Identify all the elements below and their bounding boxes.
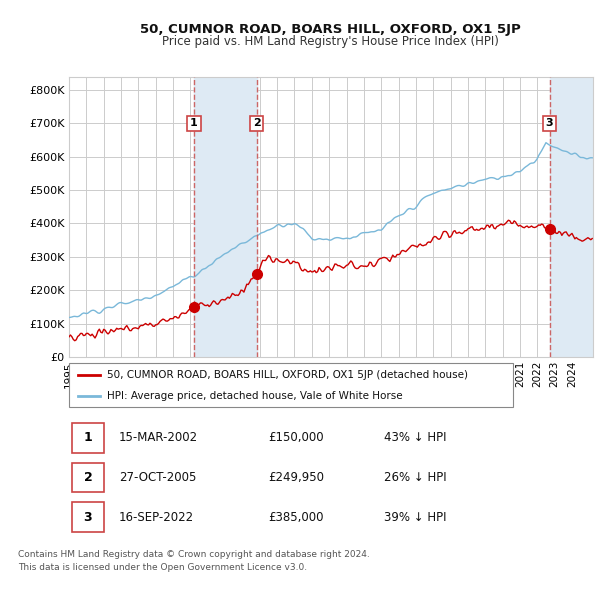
- FancyBboxPatch shape: [71, 423, 104, 453]
- Text: 27-OCT-2005: 27-OCT-2005: [119, 471, 196, 484]
- Text: 39% ↓ HPI: 39% ↓ HPI: [384, 510, 446, 523]
- Text: 3: 3: [546, 119, 553, 129]
- Text: HPI: Average price, detached house, Vale of White Horse: HPI: Average price, detached house, Vale…: [107, 391, 403, 401]
- FancyBboxPatch shape: [71, 502, 104, 532]
- Text: 15-MAR-2002: 15-MAR-2002: [119, 431, 198, 444]
- Text: 16-SEP-2022: 16-SEP-2022: [119, 510, 194, 523]
- Text: Contains HM Land Registry data © Crown copyright and database right 2024.
This d: Contains HM Land Registry data © Crown c…: [18, 550, 370, 572]
- Text: 26% ↓ HPI: 26% ↓ HPI: [384, 471, 446, 484]
- Text: 1: 1: [190, 119, 198, 129]
- Text: 50, CUMNOR ROAD, BOARS HILL, OXFORD, OX1 5JP: 50, CUMNOR ROAD, BOARS HILL, OXFORD, OX1…: [140, 23, 520, 36]
- Text: 50, CUMNOR ROAD, BOARS HILL, OXFORD, OX1 5JP (detached house): 50, CUMNOR ROAD, BOARS HILL, OXFORD, OX1…: [107, 371, 468, 380]
- Text: £249,950: £249,950: [269, 471, 325, 484]
- Text: 2: 2: [83, 471, 92, 484]
- Bar: [550, 77, 593, 357]
- Text: 43% ↓ HPI: 43% ↓ HPI: [384, 431, 446, 444]
- Text: £150,000: £150,000: [269, 431, 324, 444]
- Text: Price paid vs. HM Land Registry's House Price Index (HPI): Price paid vs. HM Land Registry's House …: [161, 35, 499, 48]
- Text: £385,000: £385,000: [269, 510, 324, 523]
- Bar: [194, 77, 257, 357]
- FancyBboxPatch shape: [69, 363, 513, 407]
- FancyBboxPatch shape: [71, 463, 104, 492]
- Text: 2: 2: [253, 119, 260, 129]
- Text: 3: 3: [83, 510, 92, 523]
- Text: 1: 1: [83, 431, 92, 444]
